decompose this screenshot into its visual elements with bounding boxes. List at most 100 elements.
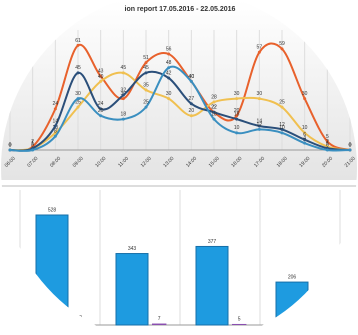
point xyxy=(53,124,57,128)
data-label: 0 xyxy=(31,142,34,148)
data-label: 48 xyxy=(166,60,172,66)
bar xyxy=(115,253,149,326)
point xyxy=(280,105,284,109)
point xyxy=(99,74,103,78)
point xyxy=(121,117,125,121)
data-label: 2 xyxy=(31,139,34,145)
point xyxy=(189,114,193,118)
point xyxy=(8,148,12,152)
data-label: 45 xyxy=(121,65,127,71)
point xyxy=(303,138,307,142)
data-label: 22 xyxy=(211,105,217,111)
data-label: 18 xyxy=(234,111,240,117)
data-label: 40 xyxy=(189,74,195,80)
point xyxy=(348,148,352,152)
data-label: 45 xyxy=(143,65,149,71)
data-label: 30 xyxy=(75,91,81,97)
data-label: 43 xyxy=(98,69,104,75)
data-label: 2 xyxy=(326,139,329,145)
data-label: 35 xyxy=(143,82,149,88)
point xyxy=(235,117,239,121)
point xyxy=(144,71,148,75)
point xyxy=(303,131,307,135)
data-label: 0 xyxy=(349,142,352,148)
point xyxy=(144,88,148,92)
series-line xyxy=(9,70,351,152)
series-line xyxy=(9,42,351,152)
point xyxy=(235,114,239,118)
data-label: 0 xyxy=(349,142,352,148)
data-label: 12 xyxy=(257,122,263,128)
point xyxy=(76,97,80,101)
data-label: 14 xyxy=(53,118,59,124)
point xyxy=(189,102,193,106)
bar xyxy=(232,323,247,325)
data-label: 0 xyxy=(9,142,12,148)
point xyxy=(121,93,125,97)
point xyxy=(212,110,216,114)
point xyxy=(167,52,171,56)
data-label: 0 xyxy=(349,142,352,148)
bar xyxy=(72,322,87,325)
data-label: 30 xyxy=(234,91,240,97)
point xyxy=(235,131,239,135)
point xyxy=(167,66,171,70)
data-label: 343 xyxy=(128,246,137,252)
data-label: 61 xyxy=(75,38,81,44)
point xyxy=(121,71,125,75)
point xyxy=(303,141,307,145)
point xyxy=(257,127,261,131)
data-label: 32 xyxy=(121,87,127,93)
data-label: 30 xyxy=(166,91,172,97)
point xyxy=(212,117,216,121)
point xyxy=(53,131,57,135)
point xyxy=(144,61,148,65)
point xyxy=(53,134,57,138)
data-label: 10 xyxy=(234,125,240,131)
point xyxy=(303,97,307,101)
data-label: 377 xyxy=(208,239,217,245)
chart-title: ion report 17.05.2016 - 22.05.2016 xyxy=(125,6,236,13)
data-label: 20 xyxy=(98,108,104,114)
data-label: 25 xyxy=(279,99,285,105)
data-label: 22 xyxy=(211,105,217,111)
data-label: 20 xyxy=(234,108,240,114)
data-label: 528 xyxy=(48,207,57,213)
data-label: 0 xyxy=(326,142,329,148)
data-label: 0 xyxy=(9,142,12,148)
point xyxy=(76,105,80,109)
series-line xyxy=(9,71,351,152)
data-label: 12 xyxy=(279,122,285,128)
data-label: 25 xyxy=(143,99,149,105)
data-label: 25 xyxy=(75,99,81,105)
bar xyxy=(275,281,309,326)
data-label: 10 xyxy=(279,125,285,131)
data-label: 30 xyxy=(302,91,308,97)
data-label: 18 xyxy=(211,111,217,117)
point xyxy=(121,97,125,101)
point xyxy=(99,114,103,118)
bar xyxy=(35,214,69,326)
data-label: 1 xyxy=(326,141,329,147)
data-label: 45 xyxy=(75,65,81,71)
bar xyxy=(195,245,229,326)
point xyxy=(99,79,103,83)
point xyxy=(325,148,329,152)
data-label: 10 xyxy=(302,125,308,131)
data-label: 5 xyxy=(326,134,329,140)
data-label: 40 xyxy=(189,74,195,80)
series-line xyxy=(9,65,351,153)
point xyxy=(235,97,239,101)
data-label: 206 xyxy=(288,274,297,280)
data-label: 0 xyxy=(9,142,12,148)
data-label: 59 xyxy=(279,41,285,47)
point xyxy=(212,100,216,104)
point xyxy=(99,107,103,111)
data-label: 51 xyxy=(143,55,149,61)
data-label: 1 xyxy=(31,141,34,147)
data-label: 14 xyxy=(257,118,263,124)
data-label: 24 xyxy=(98,101,104,107)
data-label: 57 xyxy=(257,45,263,51)
data-label: 24 xyxy=(53,101,59,107)
